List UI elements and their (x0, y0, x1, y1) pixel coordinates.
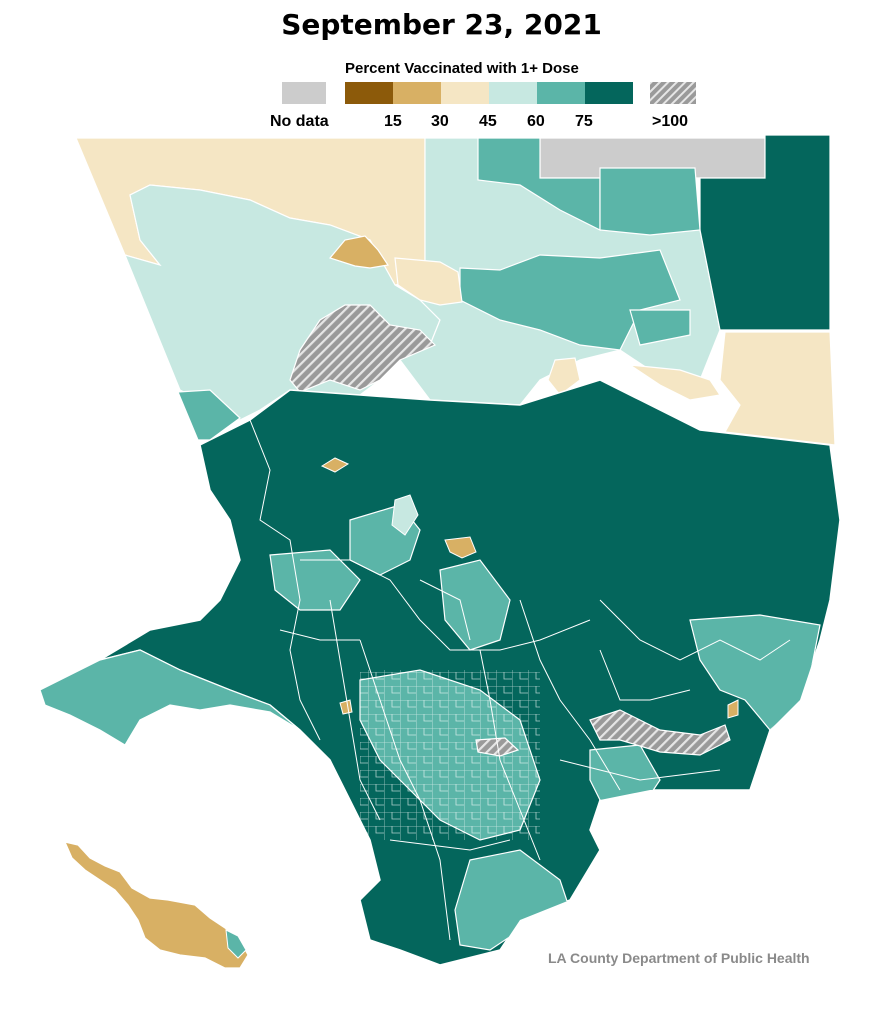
legend-swatch-bin-3 (441, 82, 489, 104)
region-north-tan-2 (547, 357, 581, 396)
legend-tick-45: 45 (479, 113, 497, 130)
region-north-tan-3 (629, 364, 722, 401)
region-malibu-teal (39, 649, 301, 746)
region-northeast-tan (719, 331, 836, 446)
map-title: September 23, 2021 (281, 8, 602, 41)
source-credit: LA County Department of Public Health (548, 950, 810, 966)
region-central-teal-2 (269, 549, 361, 611)
region-gold-small-4 (727, 699, 739, 719)
legend-swatch-bin-6 (585, 82, 633, 104)
legend-no-data-label: No data (270, 113, 329, 130)
region-catalina (63, 841, 249, 969)
legend-over-100-label: >100 (652, 113, 689, 130)
region-hatched-east (589, 709, 731, 756)
region-north-teal-2 (599, 167, 701, 236)
region-west-teal (177, 389, 241, 441)
region-central-mesh-lines (360, 670, 540, 840)
region-hatched-central (475, 737, 520, 757)
legend-tick-30: 30 (431, 113, 449, 130)
region-central-teal-1 (439, 559, 511, 651)
legend-swatch-bin-5 (537, 82, 585, 104)
legend-swatch-no-data (282, 82, 326, 104)
region-east-valley-teal (689, 614, 821, 731)
legend-tick-75: 75 (575, 113, 593, 130)
region-gold-north (328, 235, 390, 269)
region-northeast (699, 134, 831, 331)
legend-swatch-bin-2 (393, 82, 441, 104)
district-boundaries (249, 419, 791, 941)
legend-swatch-bin-4 (489, 82, 537, 104)
legend-swatch-over-100 (650, 82, 696, 104)
legend-tick-60: 60 (527, 113, 545, 130)
region-north-tan-small (394, 257, 463, 306)
region-hatched-north (289, 304, 437, 393)
legend-title: Percent Vaccinated with 1+ Dose (345, 60, 579, 77)
region-gold-small-1 (444, 536, 477, 559)
legend-swatch-bin-1 (345, 82, 393, 104)
region-north-teal-4 (629, 309, 691, 346)
region-catalina-avalon (225, 929, 247, 959)
region-light-small (391, 494, 419, 536)
legend-tick-15: 15 (384, 113, 402, 130)
region-gold-small-2 (320, 457, 350, 473)
